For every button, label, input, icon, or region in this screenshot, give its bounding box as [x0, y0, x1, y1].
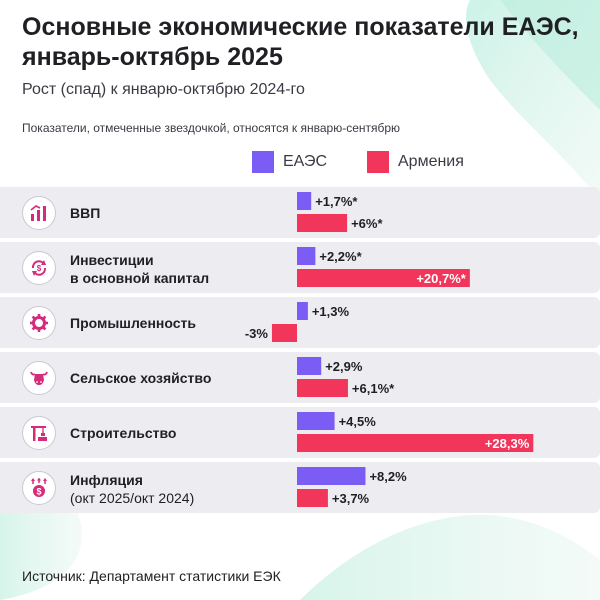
gear-icon: [22, 306, 56, 340]
bar-armenia-1: [297, 269, 470, 287]
bar-eaes-3: [297, 357, 322, 375]
bar-label-eaes-0: +1,7%*: [315, 194, 358, 209]
money-bag-icon: $: [22, 471, 56, 505]
legend-item-eaes: ЕАЭС: [252, 151, 327, 173]
bar-label-eaes-2: +1,3%: [312, 304, 350, 319]
svg-text:$: $: [37, 264, 42, 273]
bar-label-armenia-1: +20,7%*: [416, 271, 466, 286]
subtitle: Рост (спад) к январю-октябрю 2024-го: [22, 81, 305, 98]
row-label-industry: Промышленность: [70, 314, 196, 332]
crane-icon: [22, 416, 56, 450]
cow-icon: [22, 361, 56, 395]
legend-swatch-armenia: [367, 151, 389, 173]
footnote-asterisk: Показатели, отмеченные звездочкой, относ…: [22, 121, 401, 135]
label-investment-line1: Инвестиции: [70, 252, 154, 268]
source-caption: Источник: Департамент статистики ЕЭК: [22, 568, 281, 584]
bar-label-armenia-2: -3%: [245, 326, 269, 341]
bar-armenia-0: [297, 214, 348, 232]
bar-label-eaes-1: +2,2%*: [319, 249, 362, 264]
page-title: Основные экономические показатели ЕАЭС, …: [22, 13, 579, 71]
legend-label-eaes: ЕАЭС: [283, 153, 328, 170]
bar-armenia-5: [297, 489, 328, 507]
row-label-investment: Инвестиции в основной капитал: [70, 251, 209, 287]
label-construction: Строительство: [70, 425, 177, 441]
bar-eaes-1: [297, 247, 316, 265]
bar-label-armenia-5: +3,7%: [332, 491, 370, 506]
label-investment-line2: в основной капитал: [70, 270, 210, 286]
bar-armenia-3: [297, 379, 348, 397]
bar-label-eaes-4: +4,5%: [339, 414, 377, 429]
bar-eaes-2: [297, 302, 308, 320]
label-agriculture: Сельское хозяйство: [70, 370, 212, 386]
gdp-chart-icon: [22, 196, 56, 230]
label-industry: Промышленность: [70, 315, 196, 331]
label-gdp: ВВП: [70, 205, 101, 221]
legend-label-armenia: Армения: [398, 153, 464, 170]
investment-cycle-icon: $: [22, 251, 56, 285]
row-label-construction: Строительство: [70, 424, 176, 442]
legend-item-armenia: Армения: [367, 151, 464, 173]
legend-swatch-eaes: [252, 151, 274, 173]
bar-label-armenia-0: +6%*: [351, 216, 383, 231]
bar-label-eaes-5: +8,2%: [369, 469, 407, 484]
bar-label-eaes-3: +2,9%: [325, 359, 363, 374]
bar-eaes-4: [297, 412, 335, 430]
bar-label-armenia-3: +6,1%*: [352, 381, 395, 396]
bar-label-armenia-4: +28,3%: [485, 436, 530, 451]
label-inflation-period: (окт 2025/окт 2024): [70, 490, 195, 506]
bar-armenia-2: [271, 324, 297, 342]
bar-armenia-4: [297, 434, 534, 452]
row-label-agriculture: Сельское хозяйство: [70, 369, 211, 387]
bar-eaes-5: [297, 467, 366, 485]
bar-eaes-0: [297, 192, 312, 210]
row-label-gdp: ВВП: [70, 204, 100, 222]
row-label-inflation: Инфляция (окт 2025/окт 2024): [70, 471, 194, 507]
svg-text:$: $: [36, 487, 41, 497]
label-inflation: Инфляция: [70, 472, 143, 488]
